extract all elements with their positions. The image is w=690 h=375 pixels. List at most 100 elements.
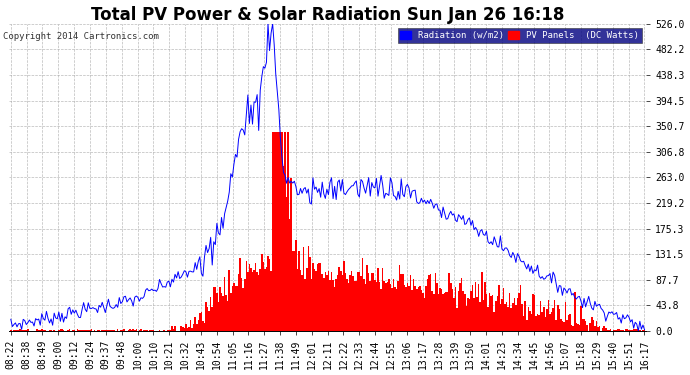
Bar: [17, 330, 18, 331]
Bar: [509, 293, 511, 331]
Bar: [109, 330, 110, 331]
Bar: [306, 268, 308, 331]
Bar: [343, 261, 345, 331]
Bar: [422, 293, 424, 331]
Bar: [99, 330, 100, 331]
Bar: [481, 273, 482, 331]
Bar: [604, 326, 605, 331]
Bar: [583, 320, 585, 331]
Bar: [529, 310, 531, 331]
Bar: [253, 270, 255, 331]
Bar: [193, 324, 195, 331]
Bar: [537, 314, 538, 331]
Bar: [339, 267, 340, 331]
Bar: [83, 330, 84, 331]
Bar: [222, 296, 224, 331]
Bar: [357, 272, 359, 331]
Bar: [638, 330, 639, 331]
Bar: [424, 298, 425, 331]
Bar: [195, 317, 196, 331]
Bar: [573, 327, 574, 331]
Bar: [38, 330, 39, 331]
Bar: [13, 330, 14, 331]
Bar: [353, 276, 354, 331]
Bar: [228, 270, 230, 331]
Bar: [326, 275, 328, 331]
Bar: [129, 329, 131, 331]
Bar: [215, 287, 216, 331]
Bar: [542, 312, 543, 331]
Bar: [467, 298, 469, 331]
Bar: [261, 254, 263, 331]
Bar: [619, 329, 620, 331]
Bar: [97, 330, 99, 331]
Bar: [103, 330, 105, 331]
Bar: [278, 132, 279, 331]
Bar: [446, 292, 447, 331]
Bar: [123, 329, 125, 331]
Bar: [120, 330, 121, 331]
Bar: [613, 330, 614, 331]
Bar: [616, 330, 618, 331]
Bar: [233, 282, 235, 331]
Bar: [121, 330, 123, 331]
Bar: [252, 272, 253, 331]
Bar: [413, 279, 415, 331]
Bar: [379, 282, 380, 331]
Bar: [351, 272, 353, 331]
Bar: [504, 304, 506, 331]
Bar: [548, 300, 549, 331]
Bar: [337, 274, 339, 331]
Bar: [59, 329, 61, 331]
Bar: [114, 330, 115, 331]
Bar: [297, 269, 298, 331]
Bar: [152, 330, 154, 331]
Bar: [49, 330, 50, 331]
Bar: [236, 286, 238, 331]
Bar: [162, 330, 164, 331]
Bar: [472, 285, 473, 331]
Bar: [191, 328, 193, 331]
Bar: [242, 288, 244, 331]
Bar: [598, 327, 599, 331]
Bar: [466, 306, 467, 331]
Bar: [131, 330, 132, 331]
Bar: [333, 280, 334, 331]
Bar: [322, 274, 323, 331]
Bar: [377, 268, 379, 331]
Bar: [503, 288, 504, 331]
Bar: [290, 178, 292, 331]
Bar: [396, 288, 397, 331]
Bar: [18, 330, 19, 331]
Bar: [631, 330, 633, 331]
Bar: [486, 294, 487, 331]
Bar: [562, 321, 563, 331]
Bar: [444, 293, 446, 331]
Bar: [421, 290, 422, 331]
Bar: [589, 323, 591, 331]
Bar: [277, 132, 278, 331]
Bar: [644, 329, 645, 331]
Bar: [323, 278, 324, 331]
Bar: [478, 284, 480, 331]
Bar: [72, 330, 74, 331]
Bar: [512, 303, 513, 331]
Bar: [10, 330, 12, 331]
Bar: [571, 325, 573, 331]
Bar: [28, 330, 30, 331]
Bar: [132, 329, 134, 331]
Bar: [482, 300, 484, 331]
Bar: [239, 258, 241, 331]
Bar: [267, 256, 269, 331]
Bar: [216, 293, 217, 331]
Bar: [549, 314, 551, 331]
Bar: [441, 289, 442, 331]
Bar: [359, 272, 360, 331]
Bar: [498, 285, 500, 331]
Bar: [58, 330, 59, 331]
Bar: [140, 330, 141, 331]
Bar: [574, 292, 575, 331]
Bar: [532, 294, 533, 331]
Bar: [84, 330, 86, 331]
Bar: [594, 326, 595, 331]
